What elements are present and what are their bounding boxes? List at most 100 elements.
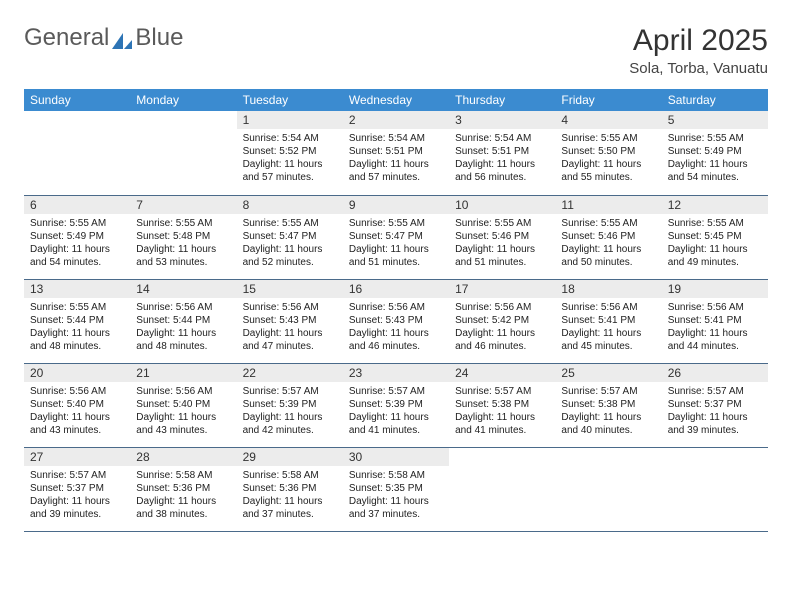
daylight-text: Daylight: 11 hours and 46 minutes. [349,327,443,353]
daylight-text: Daylight: 11 hours and 55 minutes. [561,158,655,184]
calendar-day-cell: 23Sunrise: 5:57 AMSunset: 5:39 PMDayligh… [343,363,449,447]
calendar-day-cell: 11Sunrise: 5:55 AMSunset: 5:46 PMDayligh… [555,195,661,279]
day-number: 21 [130,364,236,382]
calendar-day-cell: 26Sunrise: 5:57 AMSunset: 5:37 PMDayligh… [662,363,768,447]
calendar-day-cell: 1Sunrise: 5:54 AMSunset: 5:52 PMDaylight… [237,111,343,195]
day-number: 7 [130,196,236,214]
sunrise-text: Sunrise: 5:55 AM [30,301,124,314]
day-number: 18 [555,280,661,298]
daylight-text: Daylight: 11 hours and 39 minutes. [668,411,762,437]
day-details: Sunrise: 5:57 AMSunset: 5:39 PMDaylight:… [237,382,343,441]
calendar-day-cell: 15Sunrise: 5:56 AMSunset: 5:43 PMDayligh… [237,279,343,363]
calendar-day-cell: 24Sunrise: 5:57 AMSunset: 5:38 PMDayligh… [449,363,555,447]
calendar-day-cell [555,447,661,531]
weekday-header: Monday [130,89,236,111]
daylight-text: Daylight: 11 hours and 57 minutes. [243,158,337,184]
sunset-text: Sunset: 5:46 PM [455,230,549,243]
day-number [449,448,555,452]
sunset-text: Sunset: 5:42 PM [455,314,549,327]
day-details: Sunrise: 5:56 AMSunset: 5:40 PMDaylight:… [24,382,130,441]
calendar-table: Sunday Monday Tuesday Wednesday Thursday… [24,89,768,532]
calendar-day-cell: 25Sunrise: 5:57 AMSunset: 5:38 PMDayligh… [555,363,661,447]
calendar-day-cell: 21Sunrise: 5:56 AMSunset: 5:40 PMDayligh… [130,363,236,447]
sunset-text: Sunset: 5:49 PM [30,230,124,243]
daylight-text: Daylight: 11 hours and 54 minutes. [30,243,124,269]
sunset-text: Sunset: 5:40 PM [30,398,124,411]
daylight-text: Daylight: 11 hours and 43 minutes. [136,411,230,437]
day-details: Sunrise: 5:58 AMSunset: 5:36 PMDaylight:… [130,466,236,525]
sunset-text: Sunset: 5:47 PM [349,230,443,243]
sunset-text: Sunset: 5:51 PM [349,145,443,158]
calendar-day-cell [24,111,130,195]
sunset-text: Sunset: 5:43 PM [243,314,337,327]
logo-text-general: General [24,24,109,52]
calendar-day-cell [449,447,555,531]
day-details: Sunrise: 5:55 AMSunset: 5:48 PMDaylight:… [130,214,236,273]
day-details: Sunrise: 5:58 AMSunset: 5:36 PMDaylight:… [237,466,343,525]
calendar-day-cell: 9Sunrise: 5:55 AMSunset: 5:47 PMDaylight… [343,195,449,279]
sunrise-text: Sunrise: 5:57 AM [561,385,655,398]
sunrise-text: Sunrise: 5:56 AM [136,385,230,398]
calendar-day-cell: 28Sunrise: 5:58 AMSunset: 5:36 PMDayligh… [130,447,236,531]
day-details: Sunrise: 5:56 AMSunset: 5:41 PMDaylight:… [555,298,661,357]
calendar-day-cell: 3Sunrise: 5:54 AMSunset: 5:51 PMDaylight… [449,111,555,195]
day-number: 22 [237,364,343,382]
daylight-text: Daylight: 11 hours and 46 minutes. [455,327,549,353]
weekday-header: Sunday [24,89,130,111]
day-details: Sunrise: 5:56 AMSunset: 5:43 PMDaylight:… [343,298,449,357]
calendar-day-cell: 29Sunrise: 5:58 AMSunset: 5:36 PMDayligh… [237,447,343,531]
weekday-header: Thursday [449,89,555,111]
sunrise-text: Sunrise: 5:55 AM [455,217,549,230]
daylight-text: Daylight: 11 hours and 45 minutes. [561,327,655,353]
daylight-text: Daylight: 11 hours and 37 minutes. [349,495,443,521]
logo: General Blue [24,24,183,52]
daylight-text: Daylight: 11 hours and 40 minutes. [561,411,655,437]
sunrise-text: Sunrise: 5:55 AM [136,217,230,230]
weekday-header: Saturday [662,89,768,111]
calendar-day-cell: 18Sunrise: 5:56 AMSunset: 5:41 PMDayligh… [555,279,661,363]
sunset-text: Sunset: 5:48 PM [136,230,230,243]
calendar-day-cell: 12Sunrise: 5:55 AMSunset: 5:45 PMDayligh… [662,195,768,279]
day-details: Sunrise: 5:57 AMSunset: 5:39 PMDaylight:… [343,382,449,441]
calendar-day-cell: 8Sunrise: 5:55 AMSunset: 5:47 PMDaylight… [237,195,343,279]
calendar-day-cell: 19Sunrise: 5:56 AMSunset: 5:41 PMDayligh… [662,279,768,363]
calendar-day-cell: 17Sunrise: 5:56 AMSunset: 5:42 PMDayligh… [449,279,555,363]
day-details: Sunrise: 5:55 AMSunset: 5:45 PMDaylight:… [662,214,768,273]
day-number: 24 [449,364,555,382]
weekday-header: Friday [555,89,661,111]
sunset-text: Sunset: 5:41 PM [668,314,762,327]
day-number: 3 [449,111,555,129]
calendar-week-row: 20Sunrise: 5:56 AMSunset: 5:40 PMDayligh… [24,363,768,447]
day-number: 30 [343,448,449,466]
sunrise-text: Sunrise: 5:56 AM [668,301,762,314]
sunrise-text: Sunrise: 5:55 AM [668,132,762,145]
daylight-text: Daylight: 11 hours and 49 minutes. [668,243,762,269]
daylight-text: Daylight: 11 hours and 57 minutes. [349,158,443,184]
calendar-day-cell: 14Sunrise: 5:56 AMSunset: 5:44 PMDayligh… [130,279,236,363]
day-details: Sunrise: 5:55 AMSunset: 5:47 PMDaylight:… [237,214,343,273]
sunset-text: Sunset: 5:44 PM [136,314,230,327]
sunset-text: Sunset: 5:44 PM [30,314,124,327]
day-details: Sunrise: 5:56 AMSunset: 5:43 PMDaylight:… [237,298,343,357]
sunrise-text: Sunrise: 5:58 AM [243,469,337,482]
daylight-text: Daylight: 11 hours and 53 minutes. [136,243,230,269]
day-details: Sunrise: 5:54 AMSunset: 5:51 PMDaylight:… [449,129,555,188]
day-number [130,111,236,115]
day-number: 15 [237,280,343,298]
day-number [555,448,661,452]
sunset-text: Sunset: 5:45 PM [668,230,762,243]
day-details: Sunrise: 5:55 AMSunset: 5:50 PMDaylight:… [555,129,661,188]
sunrise-text: Sunrise: 5:56 AM [561,301,655,314]
day-details: Sunrise: 5:55 AMSunset: 5:46 PMDaylight:… [449,214,555,273]
sunrise-text: Sunrise: 5:57 AM [30,469,124,482]
day-number: 8 [237,196,343,214]
day-number: 17 [449,280,555,298]
sunset-text: Sunset: 5:38 PM [455,398,549,411]
calendar-week-row: 1Sunrise: 5:54 AMSunset: 5:52 PMDaylight… [24,111,768,195]
day-details: Sunrise: 5:56 AMSunset: 5:41 PMDaylight:… [662,298,768,357]
sunset-text: Sunset: 5:37 PM [668,398,762,411]
sunset-text: Sunset: 5:38 PM [561,398,655,411]
day-number: 28 [130,448,236,466]
sunrise-text: Sunrise: 5:56 AM [136,301,230,314]
daylight-text: Daylight: 11 hours and 38 minutes. [136,495,230,521]
